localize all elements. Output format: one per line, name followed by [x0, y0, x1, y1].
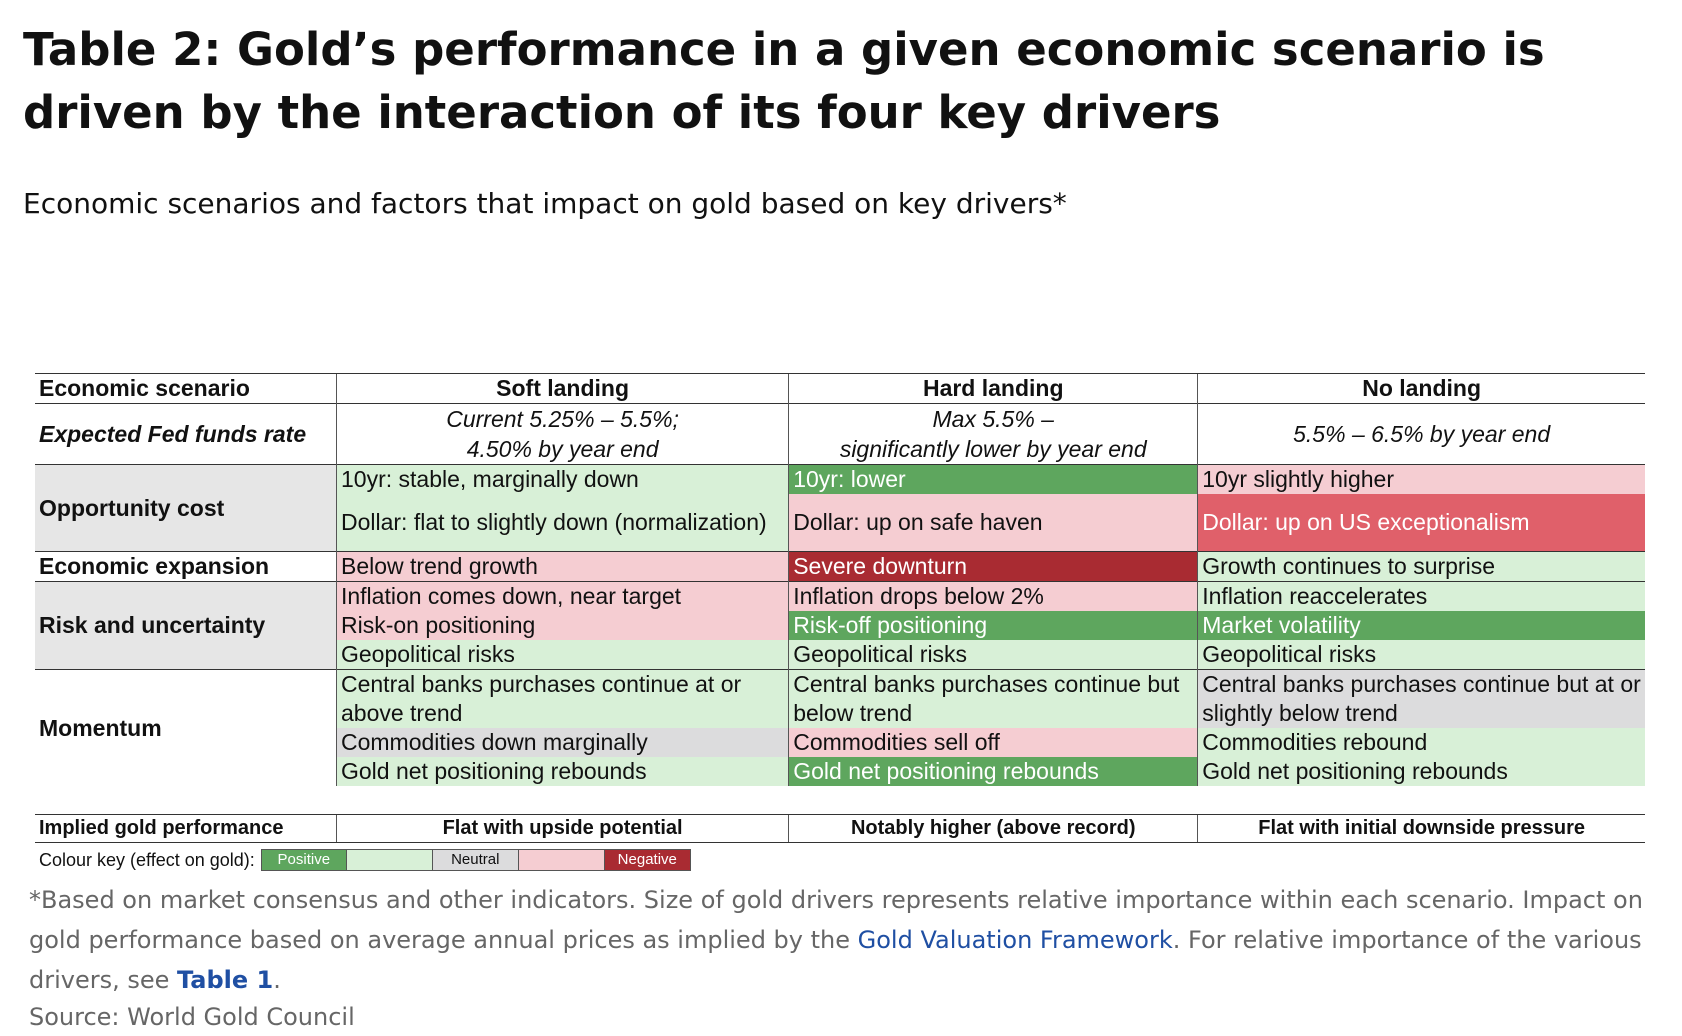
risk-hard-geo: Geopolitical risks	[788, 640, 1198, 670]
opp-hard-10yr: 10yr: lower	[788, 464, 1198, 494]
risk-none-positioning: Market volatility	[1197, 611, 1645, 640]
momentum-hard-commodities: Commodities sell off	[788, 728, 1198, 757]
risk-soft-geo: Geopolitical risks	[335, 640, 789, 670]
key-strong-negative-swatch: Negative	[604, 849, 691, 871]
momentum-soft-commodities: Commodities down marginally	[335, 728, 789, 757]
momentum-soft-gold: Gold net positioning rebounds	[335, 757, 789, 786]
momentum-none-gold: Gold net positioning rebounds	[1197, 757, 1645, 786]
fed-row: Expected Fed funds rate Current 5.25% – …	[35, 403, 1645, 465]
header-label: Economic scenario	[35, 373, 337, 404]
momentum-hard-gold: Gold net positioning rebounds	[788, 757, 1198, 786]
fed-soft-line1: Current 5.25% – 5.5%;	[446, 406, 679, 432]
momentum-commodities-row: Commodities down marginally Commodities …	[35, 728, 1645, 757]
opportunity-10yr-row: Opportunity cost 10yr: stable, marginall…	[35, 464, 1645, 552]
opp-none-dollar: Dollar: up on US exceptionalism	[1197, 494, 1645, 552]
economic-expansion-label: Economic expansion	[35, 551, 337, 582]
risk-soft-positioning: Risk-on positioning	[335, 611, 789, 640]
implied-hard: Notably higher (above record)	[788, 814, 1198, 843]
risk-positioning-row: Risk-on positioning Risk-off positioning…	[35, 611, 1645, 640]
expansion-none: Growth continues to surprise	[1197, 551, 1645, 582]
header-hard-landing: Hard landing	[788, 373, 1198, 404]
risk-uncertainty-label: Risk and uncertainty	[35, 581, 337, 670]
colour-key-label: Colour key (effect on gold):	[39, 849, 255, 870]
momentum-none-cb: Central banks purchases continue but at …	[1197, 669, 1645, 728]
implied-soft: Flat with upside potential	[335, 814, 789, 843]
opportunity-cost-label: Opportunity cost	[35, 464, 337, 552]
momentum-hard-cb: Central banks purchases continue but bel…	[788, 669, 1198, 728]
key-neutral-swatch: Neutral	[432, 849, 519, 871]
risk-soft-inflation: Inflation comes down, near target	[335, 581, 789, 611]
opportunity-dollar-row: Dollar: flat to slightly down (normaliza…	[35, 494, 1645, 552]
opp-soft-dollar: Dollar: flat to slightly down (normaliza…	[335, 494, 789, 552]
scenario-table: Economic scenario Soft landing Hard land…	[35, 373, 1645, 786]
fed-label: Expected Fed funds rate	[35, 403, 337, 465]
fed-soft-line2: 4.50% by year end	[466, 436, 659, 462]
implied-performance-table: Implied gold performance Flat with upsid…	[35, 814, 1645, 843]
table-1-link[interactable]: Table 1	[177, 966, 274, 994]
expansion-hard: Severe downturn	[788, 551, 1198, 582]
header-soft-landing: Soft landing	[335, 373, 789, 404]
footnote-text: *Based on market consensus and other ind…	[29, 886, 1643, 954]
risk-none-geo: Geopolitical risks	[1197, 640, 1645, 670]
fed-none: 5.5% – 6.5% by year end	[1197, 403, 1645, 465]
momentum-label: Momentum	[35, 669, 337, 786]
footnote: *Based on market consensus and other ind…	[29, 880, 1669, 1000]
page-subtitle: Economic scenarios and factors that impa…	[23, 187, 1067, 220]
momentum-gold-row: Gold net positioning rebounds Gold net p…	[35, 757, 1645, 786]
page-title: Table 2: Gold’s performance in a given e…	[23, 23, 1545, 139]
footnote-end: .	[273, 966, 281, 994]
opp-none-10yr: 10yr slightly higher	[1197, 464, 1645, 494]
opp-hard-dollar: Dollar: up on safe haven	[788, 494, 1198, 552]
implied-label: Implied gold performance	[35, 814, 337, 843]
risk-geo-row: Geopolitical risks Geopolitical risks Ge…	[35, 640, 1645, 670]
header-no-landing: No landing	[1197, 373, 1645, 404]
risk-inflation-row: Risk and uncertainty Inflation comes dow…	[35, 581, 1645, 670]
fed-hard-line1: Max 5.5% –	[932, 406, 1054, 432]
key-strong-positive-swatch: Positive	[260, 849, 347, 871]
risk-hard-inflation: Inflation drops below 2%	[788, 581, 1198, 611]
opp-soft-10yr: 10yr: stable, marginally down	[335, 464, 789, 494]
risk-hard-positioning: Risk-off positioning	[788, 611, 1198, 640]
fed-soft: Current 5.25% – 5.5%; 4.50% by year end	[335, 403, 789, 465]
momentum-cb-row: Momentum Central banks purchases continu…	[35, 669, 1645, 786]
implied-none: Flat with initial downside pressure	[1197, 814, 1645, 843]
fed-hard: Max 5.5% – significantly lower by year e…	[788, 403, 1198, 465]
implied-row: Implied gold performance Flat with upsid…	[35, 814, 1645, 843]
key-negative-swatch	[518, 849, 605, 871]
momentum-soft-cb: Central banks purchases continue at or a…	[335, 669, 789, 728]
momentum-none-commodities: Commodities rebound	[1197, 728, 1645, 757]
risk-none-inflation: Inflation reaccelerates	[1197, 581, 1645, 611]
gold-valuation-framework-link[interactable]: Gold Valuation Framework	[857, 926, 1173, 954]
key-positive-swatch	[346, 849, 433, 871]
expansion-row: Economic expansion Below trend growth Se…	[35, 551, 1645, 582]
source-note: Source: World Gold Council	[29, 1003, 355, 1031]
expansion-soft: Below trend growth	[335, 551, 789, 582]
header-row: Economic scenario Soft landing Hard land…	[35, 373, 1645, 404]
colour-key: Colour key (effect on gold): Positive Ne…	[39, 848, 691, 872]
footnote-text-after: . For relative importance of the various…	[29, 926, 1642, 994]
fed-hard-line2: significantly lower by year end	[839, 436, 1147, 462]
